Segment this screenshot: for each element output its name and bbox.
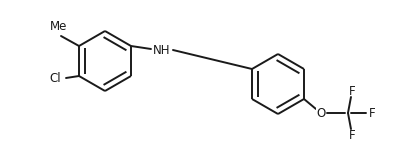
Text: F: F [348,128,355,141]
Text: O: O [316,107,326,120]
Text: Me: Me [51,20,68,33]
Text: F: F [348,84,355,97]
Text: F: F [369,107,375,120]
Text: Cl: Cl [49,72,61,84]
Text: NH: NH [153,43,170,56]
